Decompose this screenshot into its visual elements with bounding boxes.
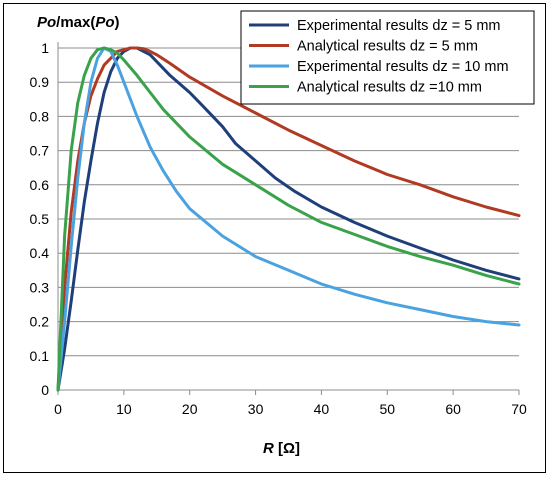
y-tick-label: 0.1 [30, 348, 50, 364]
x-tick-label: 60 [445, 401, 461, 417]
y-axis-title: Po/max(Po) [37, 14, 120, 31]
y-tick-label: 0 [41, 382, 49, 398]
y-tick-label: 0.6 [30, 177, 50, 193]
y-tick-label: 0.8 [30, 108, 50, 124]
y-tick-label: 0.2 [30, 314, 50, 330]
x-tick-label: 10 [116, 401, 132, 417]
series-line-1 [56, 46, 521, 392]
x-tick-labels: 0 10 20 30 40 50 60 70 [54, 401, 527, 417]
legend-items: Experimental results dz = 5 mm Analytical… [249, 18, 509, 96]
legend-label-1: Experimental results dz = 5 mm [297, 18, 500, 34]
legend-label-4: Analytical results dz =10 mm [297, 80, 482, 96]
y-tick-label: 0.3 [30, 279, 50, 295]
x-tick-label: 30 [248, 401, 264, 417]
y-tick-labels: 0 0.1 0.2 0.3 0.4 0.5 0.6 0.7 0.8 0.9 1 [30, 40, 50, 398]
legend-label-3: Experimental results dz = 10 mm [297, 59, 509, 75]
x-tick-label: 70 [511, 401, 527, 417]
x-tick-label: 50 [379, 401, 395, 417]
x-tick-label: 40 [314, 401, 330, 417]
y-tick-label: 1 [41, 40, 49, 56]
x-axis-title: R [Ω] [263, 440, 300, 457]
x-tick-label: 0 [54, 401, 62, 417]
series-line-4 [56, 46, 521, 392]
series-line-3 [56, 46, 521, 392]
legend: Experimental results dz = 5 mm Analytical… [240, 10, 535, 105]
y-tick-label: 0.7 [30, 143, 50, 159]
y-tick-label: 0.9 [30, 74, 50, 90]
legend-label-2: Analytical results dz = 5 mm [297, 39, 478, 55]
series-lines [56, 46, 521, 392]
y-tick-label: 0.4 [30, 245, 50, 261]
y-tick-label: 0.5 [30, 211, 50, 227]
axes [57, 42, 520, 395]
legend-box [240, 10, 535, 105]
x-tick-label: 20 [182, 401, 198, 417]
